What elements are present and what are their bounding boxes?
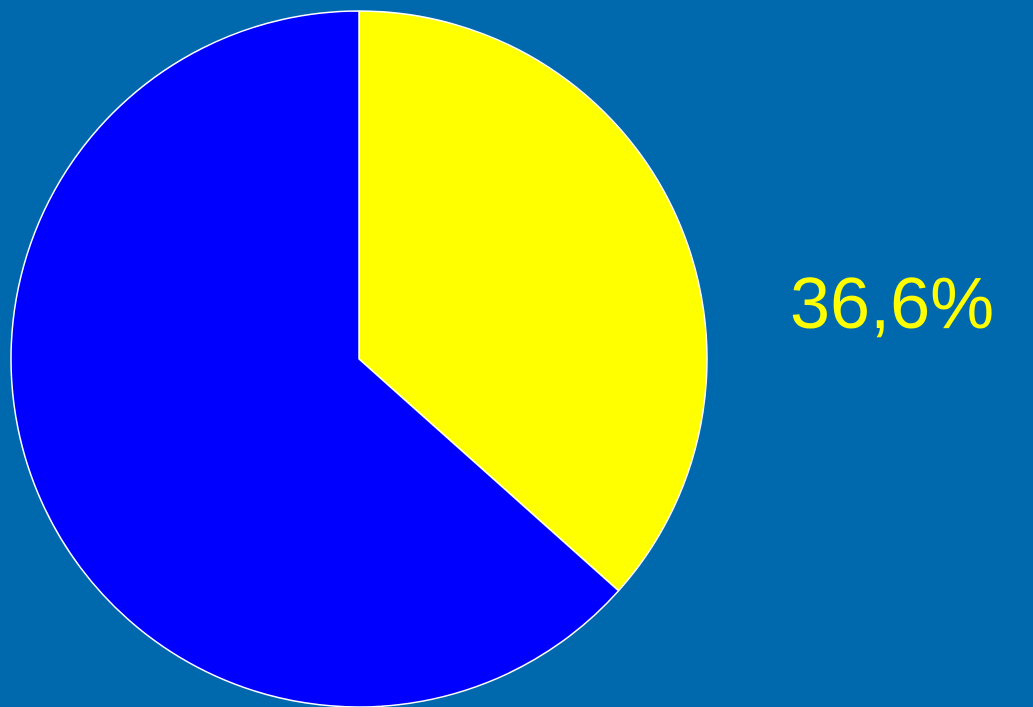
slice-label-yellow: 36,6% — [790, 264, 995, 344]
pie-slice-1 — [358, 10, 708, 592]
pie-slice-2 — [10, 10, 620, 707]
pie-slices — [10, 10, 708, 707]
